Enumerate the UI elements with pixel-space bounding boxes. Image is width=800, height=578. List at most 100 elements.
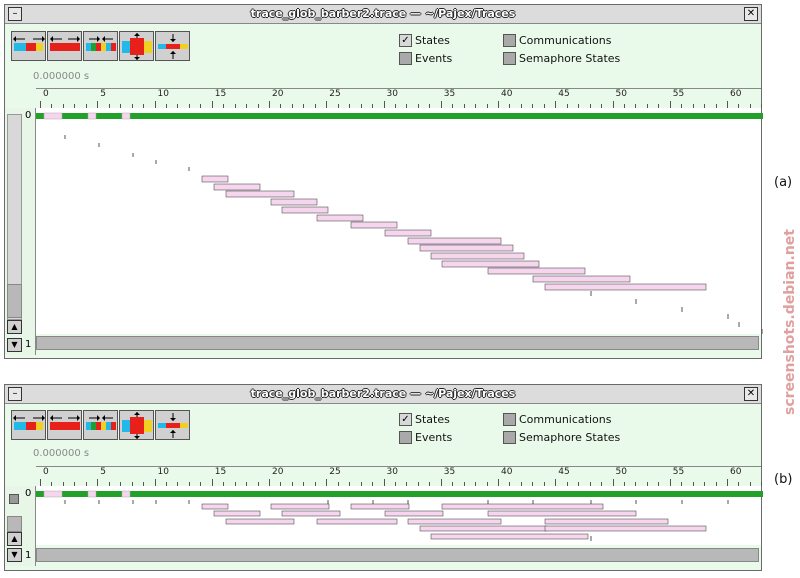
shrink-fit-button[interactable] [83,410,118,440]
pink-state-segment [87,490,97,498]
ruler-tick [692,482,694,486]
zoom-out-vertical-icon [158,34,188,59]
zoom-out-vertical-button[interactable] [155,410,190,440]
zoom-in-vertical-button[interactable] [119,31,154,61]
zoom-in-vertical-button[interactable] [119,410,154,440]
ruler-label: 20 [272,467,284,477]
pink-state-bar [487,510,637,517]
time-ruler[interactable]: 0 5 10 15 20 25 30 35 40 45 50 55 60 [36,466,763,487]
scrollbar-thumb[interactable] [7,516,22,532]
events-label: Events [415,431,453,444]
ruler-tick [417,104,419,108]
ruler-tick [188,482,190,486]
events-checkbox[interactable]: Events [399,52,452,65]
pink-state-segment [87,112,97,120]
zoom-in-horizontal-button[interactable] [47,410,82,440]
ruler-tick [165,104,167,108]
pink-state-bar [441,260,540,268]
scroll-down-arrow-icon[interactable]: ▼ [7,548,22,562]
ruler-tick [520,482,522,486]
semaphore-states-checkbox[interactable]: Semaphore States [503,52,620,65]
ruler-tick [200,482,202,486]
semaphore-states-checkbox[interactable]: Semaphore States [503,431,620,444]
ruler-label: 40 [501,89,513,99]
states-checkbox[interactable]: ✓ States [399,413,450,426]
toolbar [11,31,190,61]
pink-state-bar [532,275,631,283]
row-label-0: 0 [25,488,32,499]
zoom-out-horizontal-button[interactable] [11,31,46,61]
close-button[interactable]: ✕ [744,7,758,21]
ruler-tick [440,479,442,486]
zoom-out-horizontal-button[interactable] [11,410,46,440]
pink-state-bar [213,183,261,191]
semaphore-states-label: Semaphore States [519,52,621,65]
scroll-down-arrow-icon[interactable]: ▼ [7,338,22,352]
communications-checkbox[interactable]: Communications [503,34,611,47]
ruler-tick [85,482,87,486]
ruler-tick [727,101,728,108]
pink-state-bar [544,283,707,291]
row-header-column: 0 ▲ ▼ 1 [5,108,36,355]
pink-state-bar [544,518,669,525]
zoom-out-vertical-button[interactable] [155,31,190,61]
horizontal-scrollbar[interactable] [36,336,759,350]
gantt-canvas[interactable] [36,486,763,545]
ruler-tick [486,482,488,486]
ruler-label: 0 [43,467,49,477]
events-checkbox[interactable]: Events [399,431,452,444]
pink-state-bar [270,503,330,510]
ruler-tick [108,104,110,108]
zoom-in-horizontal-button[interactable] [47,31,82,61]
container-toggle-icon[interactable] [9,494,19,504]
time-ruler[interactable]: 0 5 10 15 20 25 30 35 40 45 50 55 60 [36,88,763,109]
title-bar[interactable]: – trace_glob_barber2.trace — ~/Pajex/Tra… [5,5,761,24]
title-bar[interactable]: – trace_glob_barber2.trace — ~/Pajex/Tra… [5,385,761,404]
ruler-tick [761,104,763,108]
ruler-tick [74,482,76,486]
ruler-label: 25 [329,89,341,99]
ruler-tick [692,104,694,108]
zoom-in-vertical-icon [122,33,152,60]
ruler-tick [509,482,511,486]
ruler-tick [532,482,534,486]
ruler-tick [177,482,179,486]
pink-state-bar [384,510,444,517]
pink-state-bar [225,518,295,525]
ruler-tick [406,104,408,108]
ruler-tick [108,482,110,486]
gantt-canvas[interactable] [36,108,763,334]
ruler-label: 40 [501,467,513,477]
ruler-label: 5 [100,89,106,99]
ruler-tick [257,482,259,486]
space-time-diagram[interactable] [36,486,763,545]
space-time-diagram[interactable] [36,108,763,334]
ruler-label: 45 [558,89,570,99]
window-menu-button[interactable]: – [8,387,22,401]
row-label-1: 1 [25,339,32,350]
ruler-tick [623,482,625,486]
shrink-fit-button[interactable] [83,31,118,61]
pink-state-bar [316,214,364,222]
horizontal-scrollbar[interactable] [36,548,759,562]
states-checkbox[interactable]: ✓ States [399,34,450,47]
pink-state-bar [350,221,398,229]
ruler-tick [749,482,751,486]
paje-window-a: – trace_glob_barber2.trace — ~/Pajex/Tra… [4,4,763,359]
close-button[interactable]: ✕ [744,387,758,401]
ruler-tick [589,104,591,108]
ruler-tick [246,104,248,108]
scroll-up-arrow-icon[interactable]: ▲ [7,532,22,546]
states-label: States [415,413,450,426]
ruler-label: 30 [386,89,398,99]
scrollbar-thumb[interactable] [7,284,22,318]
communications-checkbox[interactable]: Communications [503,413,611,426]
window-menu-button[interactable]: – [8,7,22,21]
ruler-tick [291,104,293,108]
unchecked-box-icon [399,52,412,65]
ruler-tick [543,104,545,108]
watermark: screenshots.debian.net [780,90,800,420]
vertical-scrollbar[interactable] [7,114,22,320]
ruler-tick [337,104,339,108]
scroll-up-arrow-icon[interactable]: ▲ [7,320,22,334]
